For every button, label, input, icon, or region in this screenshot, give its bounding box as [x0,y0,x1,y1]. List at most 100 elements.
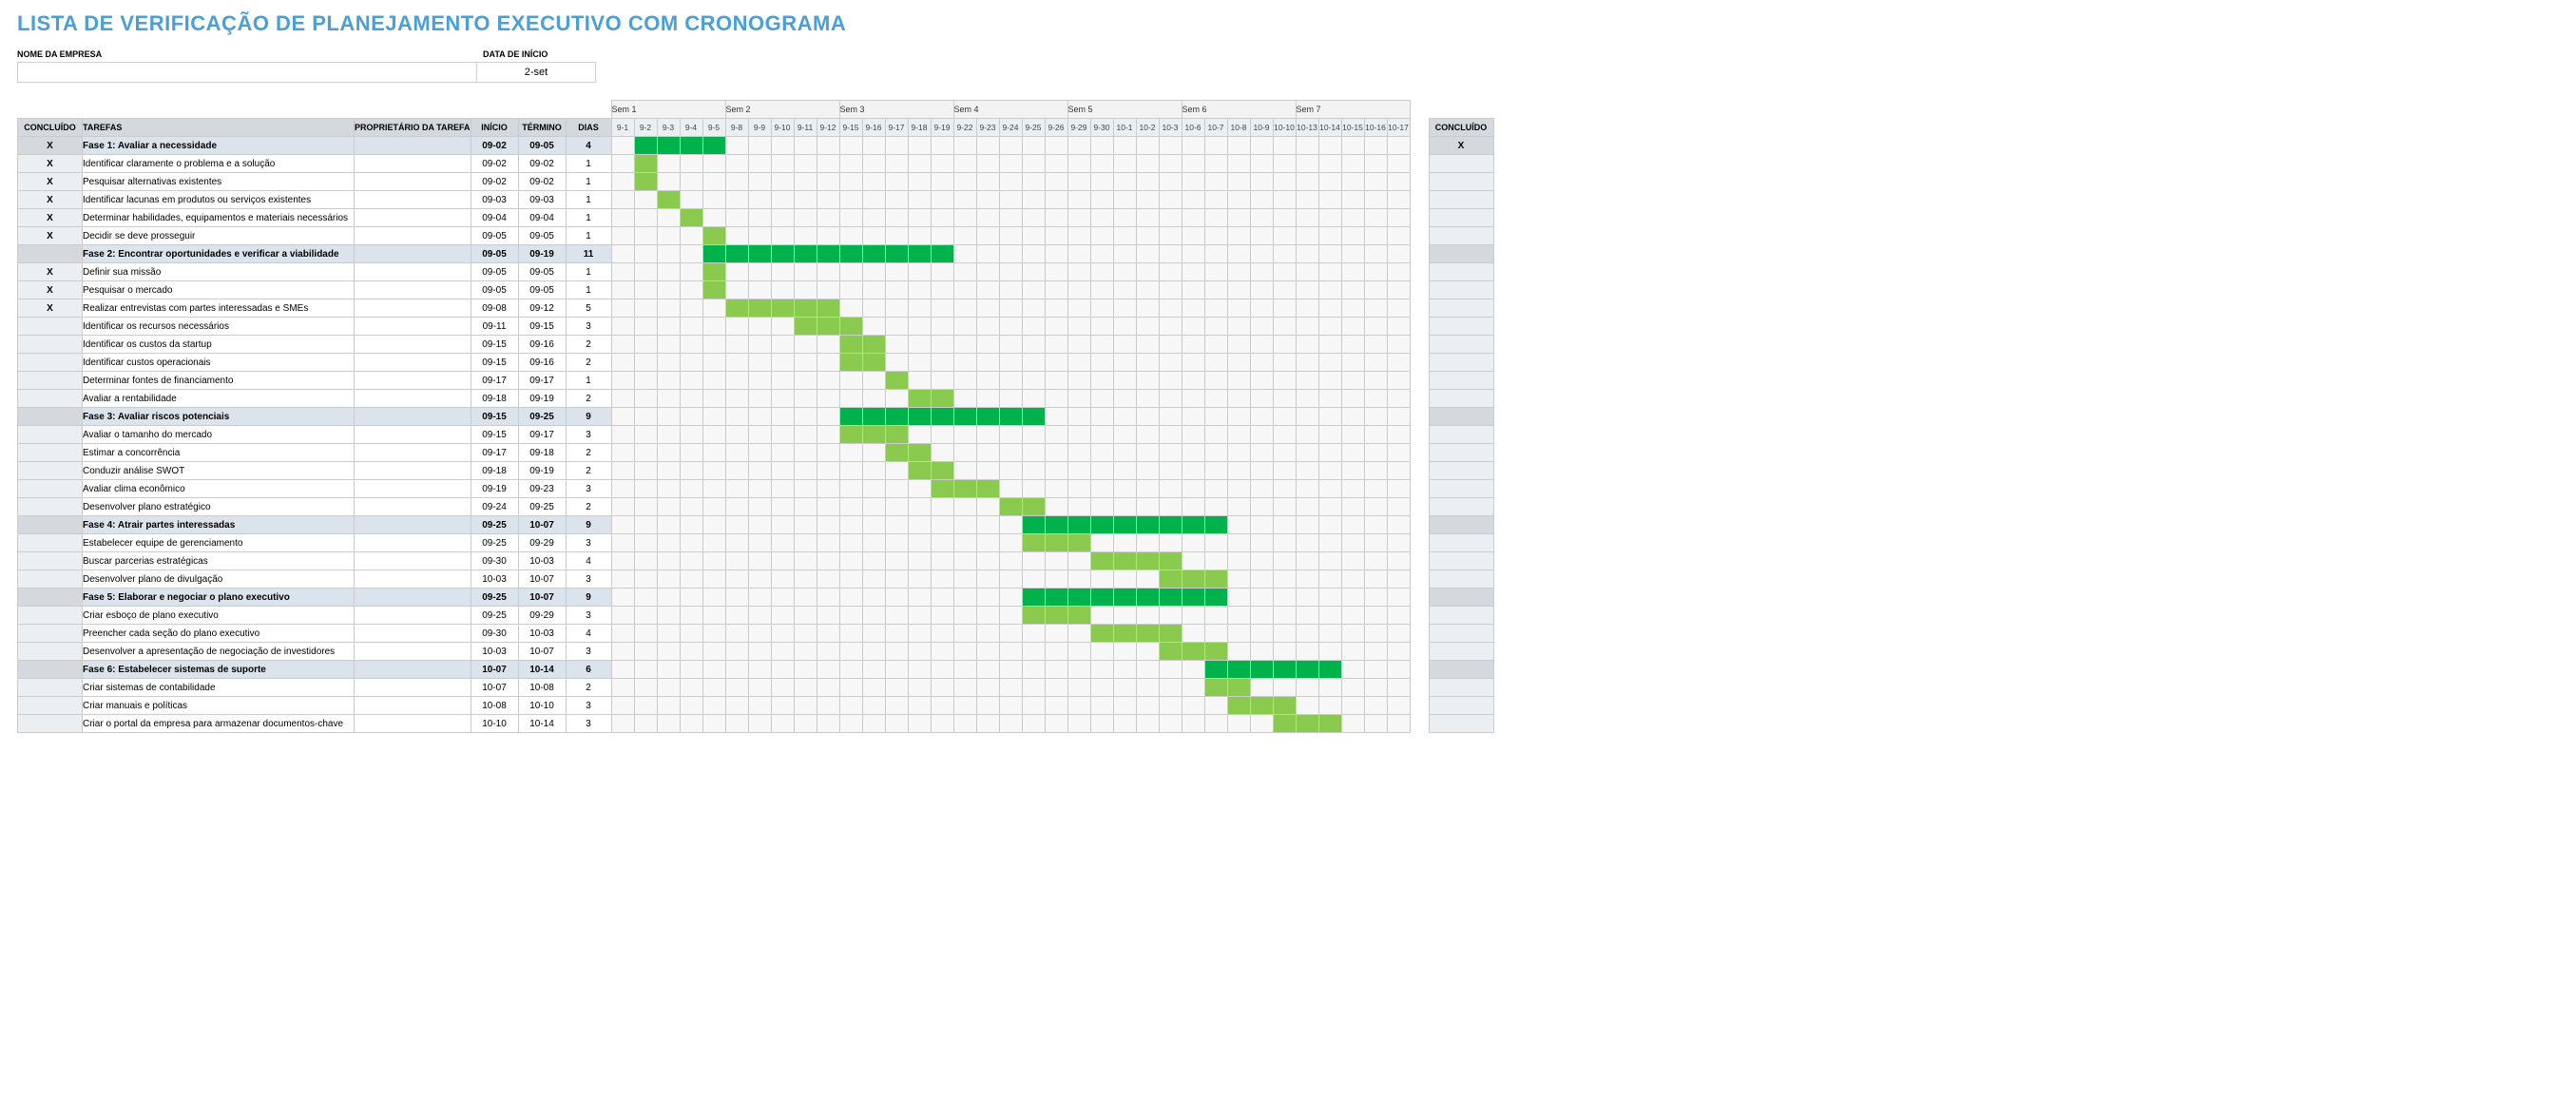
cell-days[interactable]: 6 [566,661,611,679]
cell-task[interactable]: Identificar claramente o problema e a so… [83,155,355,173]
cell-owner[interactable] [355,426,471,444]
cell-task[interactable]: Criar sistemas de contabilidade [83,679,355,697]
cell-start[interactable]: 09-25 [471,516,518,534]
cell-owner[interactable] [355,372,471,390]
cell-start[interactable]: 09-18 [471,390,518,408]
cell-owner[interactable] [355,299,471,318]
cell-done[interactable] [18,715,83,733]
cell-owner[interactable] [355,390,471,408]
cell-days[interactable]: 9 [566,408,611,426]
cell-days[interactable]: 1 [566,372,611,390]
cell-start[interactable]: 09-05 [471,263,518,281]
cell-task[interactable]: Pesquisar alternativas existentes [83,173,355,191]
cell-done[interactable] [18,336,83,354]
cell-start[interactable]: 10-07 [471,661,518,679]
cell-end[interactable]: 09-29 [518,534,566,552]
cell-task[interactable]: Preencher cada seção do plano executivo [83,625,355,643]
cell-task[interactable]: Buscar parcerias estratégicas [83,552,355,570]
cell-done[interactable] [18,245,83,263]
cell-end[interactable]: 09-16 [518,336,566,354]
cell-owner[interactable] [355,607,471,625]
cell-owner[interactable] [355,480,471,498]
cell-task[interactable]: Identificar custos operacionais [83,354,355,372]
cell-days[interactable]: 2 [566,354,611,372]
cell-done2[interactable] [1429,679,1493,697]
cell-done2[interactable] [1429,299,1493,318]
cell-done2[interactable] [1429,715,1493,733]
cell-done2[interactable] [1429,498,1493,516]
cell-done[interactable] [18,607,83,625]
cell-end[interactable]: 09-25 [518,408,566,426]
cell-task[interactable]: Fase 3: Avaliar riscos potenciais [83,408,355,426]
cell-done2[interactable] [1429,354,1493,372]
cell-task[interactable]: Determinar habilidades, equipamentos e m… [83,209,355,227]
cell-start[interactable]: 09-15 [471,426,518,444]
cell-end[interactable]: 09-19 [518,245,566,263]
cell-start[interactable]: 09-25 [471,589,518,607]
cell-owner[interactable] [355,281,471,299]
cell-done[interactable] [18,444,83,462]
cell-task[interactable]: Avaliar clima econômico [83,480,355,498]
cell-owner[interactable] [355,191,471,209]
cell-end[interactable]: 10-07 [518,570,566,589]
gantt-sheet[interactable]: Sem 1Sem 2Sem 3Sem 4Sem 5Sem 6Sem 7CONCL… [17,100,2559,733]
cell-days[interactable]: 2 [566,498,611,516]
cell-end[interactable]: 09-18 [518,444,566,462]
start-date-input[interactable] [476,62,596,83]
cell-task[interactable]: Estimar a concorrência [83,444,355,462]
cell-task[interactable]: Identificar os recursos necessários [83,318,355,336]
cell-end[interactable]: 10-08 [518,679,566,697]
cell-task[interactable]: Estabelecer equipe de gerenciamento [83,534,355,552]
cell-done2[interactable] [1429,661,1493,679]
cell-task[interactable]: Desenvolver plano estratégico [83,498,355,516]
cell-done[interactable] [18,589,83,607]
cell-owner[interactable] [355,155,471,173]
cell-start[interactable]: 10-03 [471,570,518,589]
cell-done[interactable] [18,354,83,372]
cell-done[interactable] [18,462,83,480]
cell-done[interactable] [18,570,83,589]
cell-start[interactable]: 09-17 [471,444,518,462]
cell-days[interactable]: 1 [566,173,611,191]
cell-start[interactable]: 09-30 [471,625,518,643]
cell-start[interactable]: 10-07 [471,679,518,697]
cell-end[interactable]: 10-07 [518,589,566,607]
cell-done2[interactable] [1429,155,1493,173]
cell-start[interactable]: 09-15 [471,354,518,372]
cell-task[interactable]: Determinar fontes de financiamento [83,372,355,390]
cell-days[interactable]: 3 [566,643,611,661]
cell-end[interactable]: 09-05 [518,281,566,299]
cell-days[interactable]: 3 [566,715,611,733]
cell-done2[interactable] [1429,552,1493,570]
cell-start[interactable]: 09-03 [471,191,518,209]
cell-days[interactable]: 1 [566,155,611,173]
cell-task[interactable]: Avaliar o tamanho do mercado [83,426,355,444]
cell-done[interactable] [18,625,83,643]
cell-start[interactable]: 09-25 [471,534,518,552]
cell-end[interactable]: 10-14 [518,715,566,733]
cell-start[interactable]: 09-19 [471,480,518,498]
cell-task[interactable]: Identificar lacunas em produtos ou servi… [83,191,355,209]
cell-task[interactable]: Criar esboço de plano executivo [83,607,355,625]
cell-owner[interactable] [355,679,471,697]
cell-end[interactable]: 09-29 [518,607,566,625]
cell-done2[interactable] [1429,227,1493,245]
cell-owner[interactable] [355,227,471,245]
cell-days[interactable]: 2 [566,444,611,462]
cell-done[interactable]: X [18,173,83,191]
cell-end[interactable]: 09-05 [518,263,566,281]
cell-end[interactable]: 09-05 [518,227,566,245]
cell-done2[interactable] [1429,625,1493,643]
cell-done2[interactable] [1429,462,1493,480]
cell-start[interactable]: 09-05 [471,281,518,299]
cell-done2[interactable]: X [1429,137,1493,155]
cell-owner[interactable] [355,498,471,516]
cell-task[interactable]: Fase 2: Encontrar oportunidades e verifi… [83,245,355,263]
cell-done[interactable] [18,390,83,408]
cell-days[interactable]: 2 [566,679,611,697]
cell-start[interactable]: 09-18 [471,462,518,480]
cell-done[interactable] [18,697,83,715]
cell-done2[interactable] [1429,697,1493,715]
cell-days[interactable]: 4 [566,625,611,643]
cell-owner[interactable] [355,697,471,715]
